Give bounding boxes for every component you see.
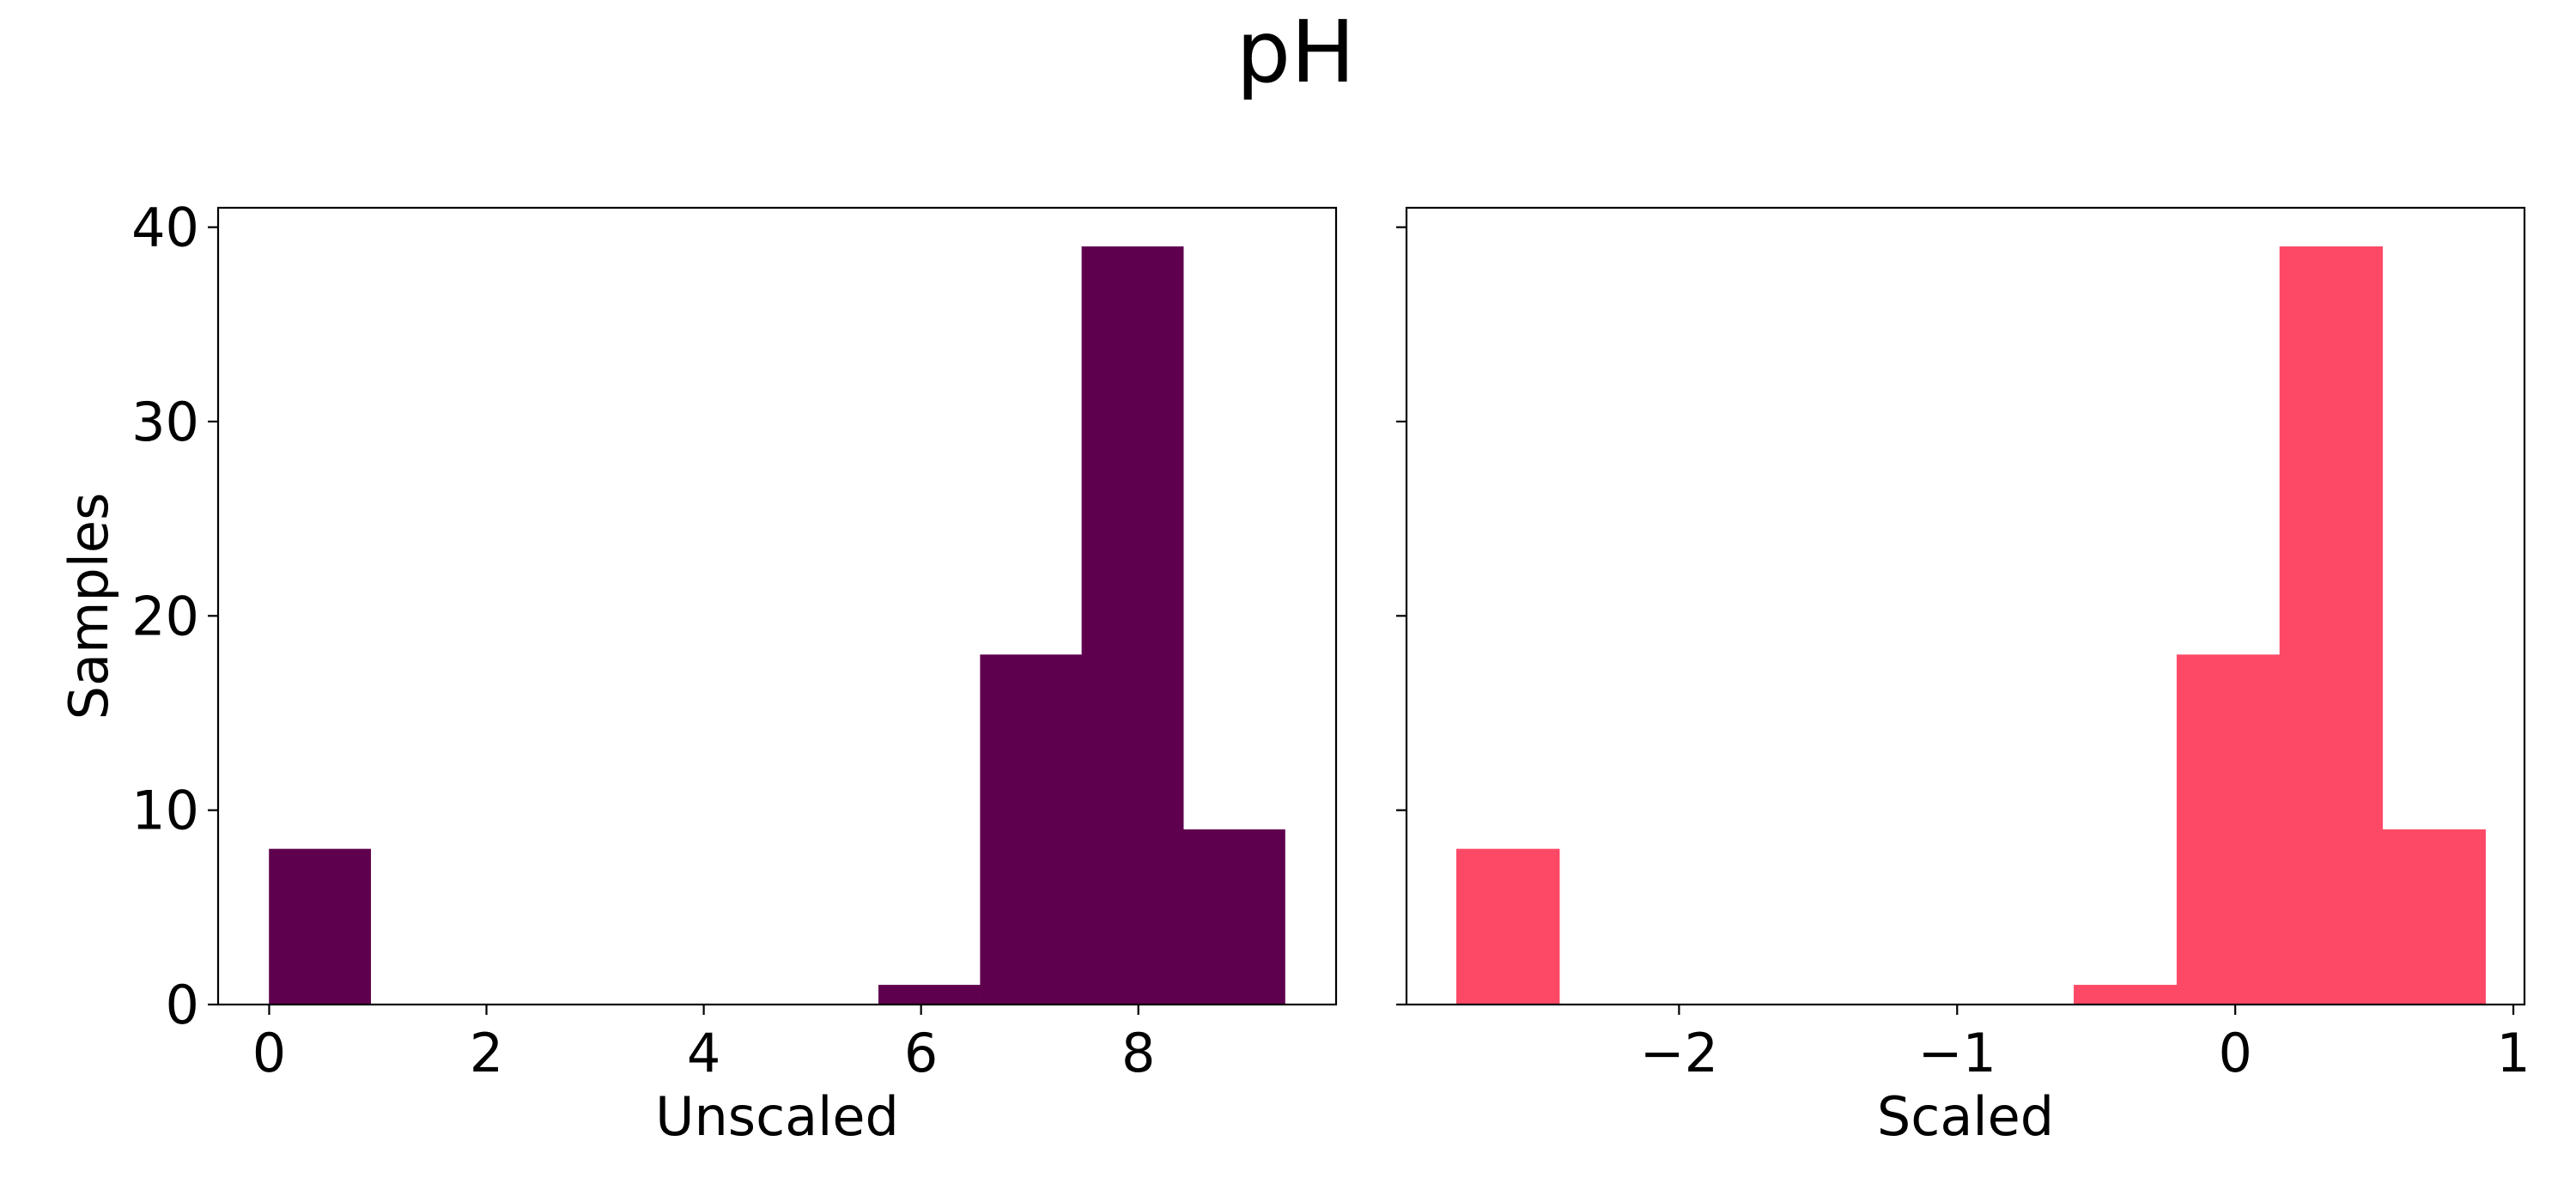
- histogram-bar: [269, 848, 372, 1005]
- histogram-bar: [1456, 848, 1560, 1005]
- histogram-bar: [2176, 654, 2281, 1005]
- histogram-bar: [2074, 985, 2178, 1005]
- x-tick-label: −2: [1640, 1022, 1718, 1084]
- x-axis-label: Scaled: [1877, 1085, 2054, 1148]
- x-tick-label: 1: [2496, 1022, 2530, 1084]
- histogram-bar: [1081, 246, 1184, 1005]
- x-tick-label: 4: [687, 1022, 720, 1084]
- figure-title: pH: [1236, 2, 1356, 102]
- histogram-bar: [1182, 829, 1285, 1005]
- y-tick-label: 20: [131, 585, 199, 647]
- histogram-bar: [980, 654, 1083, 1005]
- histogram-bar: [878, 985, 981, 1005]
- plot-frame: [1405, 206, 2526, 1006]
- x-tick-label: 8: [1121, 1022, 1155, 1084]
- x-tick-label: 0: [252, 1022, 286, 1084]
- y-tick-label: 30: [131, 391, 199, 453]
- histogram-bar: [2382, 829, 2486, 1005]
- x-tick-label: −1: [1918, 1022, 1996, 1084]
- y-tick-label: 0: [166, 974, 199, 1036]
- x-tick-label: 0: [2218, 1022, 2251, 1084]
- x-axis-label: Unscaled: [655, 1085, 899, 1148]
- histogram-panel-unscaled: 0 2 4 6 8 0 10 20 30 40 Unscaled Samples: [58, 197, 1338, 1148]
- y-axis-label: Samples: [58, 493, 120, 720]
- histogram-panel-scaled: −2 −1 0 1 Scaled: [1396, 206, 2530, 1148]
- x-tick-label: 2: [470, 1022, 503, 1084]
- y-tick-label: 40: [131, 197, 199, 259]
- histogram-bar: [2279, 246, 2384, 1005]
- plot-frame: [216, 206, 1338, 1006]
- x-tick-label: 6: [904, 1022, 938, 1084]
- y-tick-label: 10: [131, 780, 199, 842]
